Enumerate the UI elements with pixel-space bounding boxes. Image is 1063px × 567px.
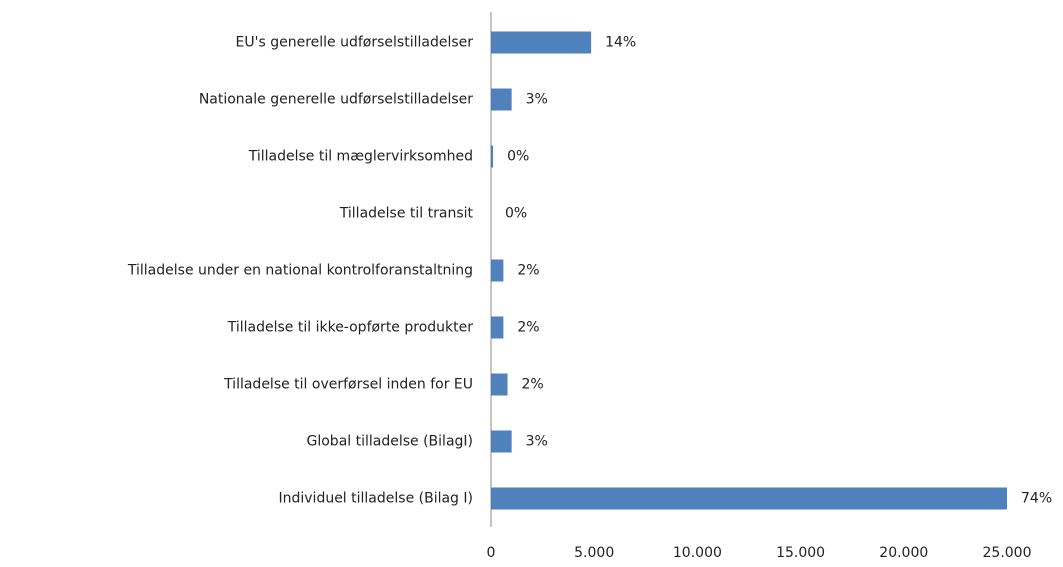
bar bbox=[491, 373, 508, 396]
value-label: 3% bbox=[526, 92, 548, 108]
x-tick-label: 5.000 bbox=[574, 545, 614, 561]
bar bbox=[491, 316, 504, 339]
y-tick-label: Tilladelse til overførsel inden for EU bbox=[223, 377, 473, 393]
bar bbox=[491, 31, 592, 54]
x-tick-label: 15.000 bbox=[776, 545, 825, 561]
value-label: 0% bbox=[505, 206, 527, 222]
y-tick-label: Tilladelse til mæglervirksomhed bbox=[248, 149, 473, 165]
value-label: 74% bbox=[1021, 491, 1052, 507]
bar bbox=[491, 145, 494, 168]
value-label: 2% bbox=[522, 377, 544, 393]
y-tick-label: Tilladelse til ikke-opførte produkter bbox=[227, 320, 473, 336]
value-label: 14% bbox=[605, 35, 636, 51]
x-tick-label: 20.000 bbox=[879, 545, 928, 561]
bar bbox=[491, 259, 504, 282]
bar bbox=[491, 430, 512, 453]
y-tick-label: Tilladelse til transit bbox=[339, 206, 474, 222]
y-tick-label: Individuel tilladelse (Bilag I) bbox=[278, 491, 473, 507]
value-label: 2% bbox=[517, 263, 539, 279]
x-tick-label: 10.000 bbox=[673, 545, 722, 561]
value-label: 0% bbox=[507, 149, 529, 165]
value-label: 3% bbox=[526, 434, 548, 450]
y-tick-label: Global tilladelse (BilagI) bbox=[307, 434, 474, 450]
x-tick-label: 25.000 bbox=[983, 545, 1032, 561]
y-tick-label: Tilladelse under en national kontrolfora… bbox=[127, 263, 473, 279]
y-tick-label: Nationale generelle udførselstilladelser bbox=[199, 92, 473, 108]
bar bbox=[491, 487, 1007, 510]
value-label: 2% bbox=[517, 320, 539, 336]
x-tick-label: 0 bbox=[487, 545, 496, 561]
y-tick-label: EU's generelle udførselstilladelser bbox=[236, 35, 474, 51]
bar bbox=[491, 88, 512, 111]
